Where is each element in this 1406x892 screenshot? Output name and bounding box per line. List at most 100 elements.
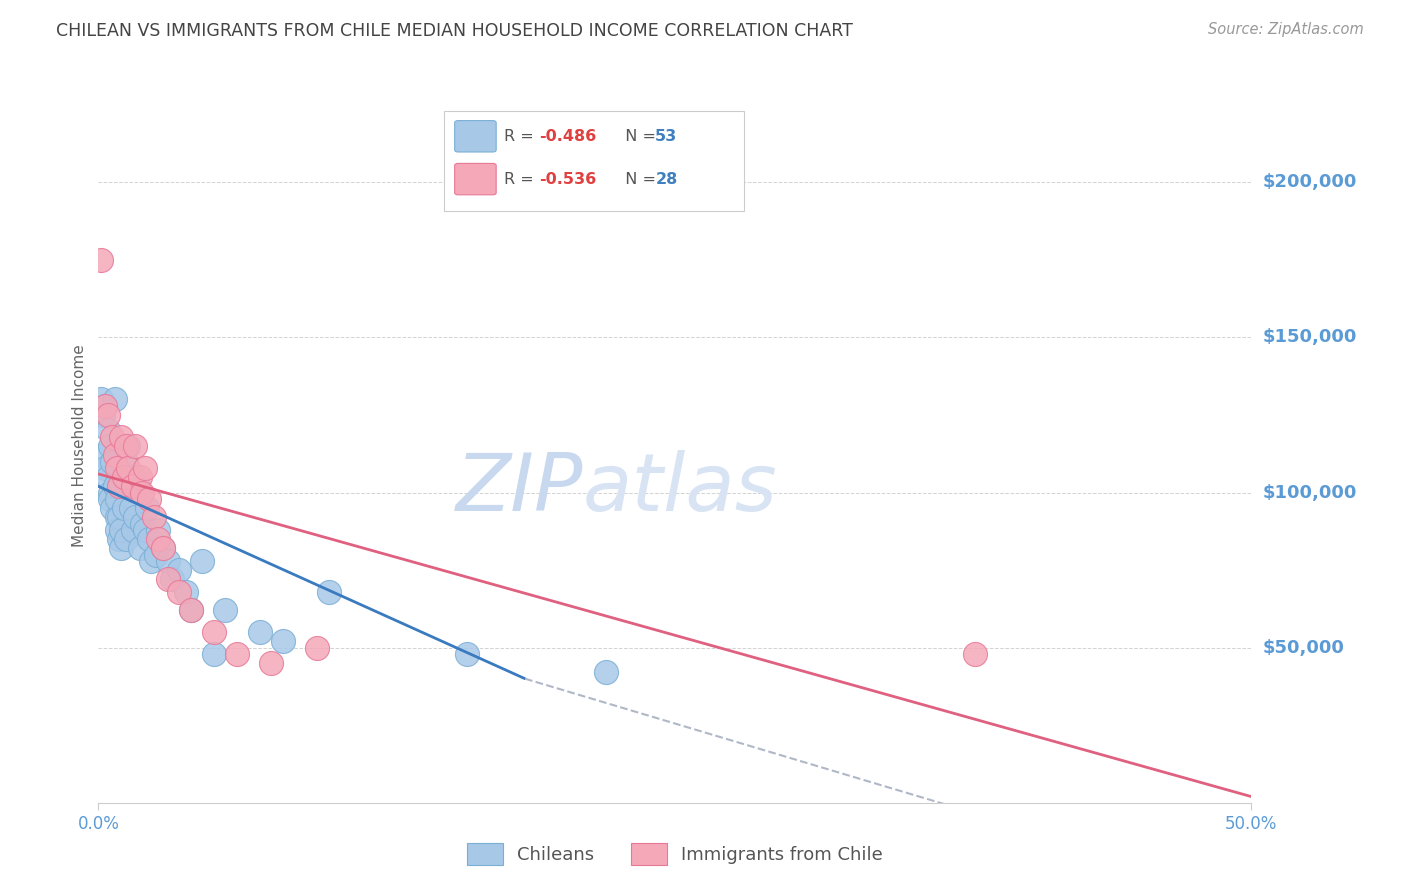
Point: [160, 573, 183, 587]
Text: Source: ZipAtlas.com: Source: ZipAtlas.com: [1208, 22, 1364, 37]
Point: [120, 501, 142, 516]
Point: [110, 479, 132, 493]
Point: [112, 501, 135, 516]
Point: [112, 470, 135, 484]
Point: [108, 532, 131, 546]
Point: [135, 501, 157, 516]
Text: CHILEAN VS IMMIGRANTS FROM CHILE MEDIAN HOUSEHOLD INCOME CORRELATION CHART: CHILEAN VS IMMIGRANTS FROM CHILE MEDIAN …: [56, 22, 853, 40]
Point: [110, 541, 132, 556]
Point: [124, 439, 146, 453]
Point: [110, 523, 132, 537]
Text: $150,000: $150,000: [1263, 328, 1357, 346]
Point: [131, 485, 153, 500]
Point: [91, 448, 114, 462]
Point: [122, 523, 145, 537]
Text: R =: R =: [505, 128, 538, 144]
Text: 53: 53: [655, 128, 678, 144]
Point: [103, 479, 125, 493]
Point: [167, 563, 190, 577]
Point: [115, 532, 138, 546]
Point: [110, 430, 132, 444]
Point: [122, 479, 145, 493]
Text: $100,000: $100,000: [1263, 483, 1357, 501]
Point: [202, 625, 225, 640]
Point: [101, 501, 124, 516]
Point: [124, 510, 146, 524]
Point: [98, 491, 121, 506]
Point: [108, 510, 131, 524]
Legend: Chileans, Immigrants from Chile: Chileans, Immigrants from Chile: [460, 836, 890, 872]
Point: [156, 554, 179, 568]
Point: [117, 439, 139, 453]
Point: [117, 460, 139, 475]
Point: [152, 541, 174, 556]
Text: ZIP: ZIP: [456, 450, 582, 528]
Text: R =: R =: [505, 171, 538, 186]
Point: [142, 510, 165, 524]
Point: [134, 460, 156, 475]
Point: [271, 634, 294, 648]
Point: [141, 554, 163, 568]
Point: [127, 479, 149, 493]
Text: $50,000: $50,000: [1263, 639, 1344, 657]
Point: [202, 647, 225, 661]
Point: [90, 392, 112, 407]
Point: [97, 408, 120, 422]
Point: [98, 439, 121, 453]
Y-axis label: Median Household Income: Median Household Income: [72, 344, 87, 548]
Point: [97, 470, 120, 484]
Point: [167, 584, 190, 599]
Point: [307, 640, 329, 655]
Point: [101, 430, 124, 444]
Point: [103, 448, 125, 462]
Point: [105, 491, 128, 506]
Point: [90, 252, 112, 267]
FancyBboxPatch shape: [454, 163, 496, 194]
Point: [108, 479, 131, 493]
Point: [97, 424, 120, 438]
Point: [94, 460, 117, 475]
Point: [456, 647, 478, 661]
Point: [180, 603, 202, 617]
Point: [105, 523, 128, 537]
Text: -0.536: -0.536: [538, 171, 596, 186]
Text: $200,000: $200,000: [1263, 173, 1357, 191]
Point: [148, 532, 170, 546]
Point: [152, 541, 174, 556]
Point: [214, 603, 236, 617]
Text: 28: 28: [655, 171, 678, 186]
Point: [180, 603, 202, 617]
Point: [225, 647, 247, 661]
Point: [260, 656, 283, 670]
Point: [156, 573, 179, 587]
Point: [318, 584, 340, 599]
FancyBboxPatch shape: [454, 120, 496, 152]
Point: [91, 408, 114, 422]
Point: [138, 532, 160, 546]
Point: [129, 541, 152, 556]
Point: [145, 548, 167, 562]
Point: [963, 647, 986, 661]
Point: [101, 454, 124, 468]
Point: [103, 392, 125, 407]
Text: N =: N =: [614, 128, 661, 144]
Point: [115, 454, 138, 468]
Point: [105, 460, 128, 475]
Point: [98, 485, 121, 500]
Point: [148, 523, 170, 537]
Point: [191, 554, 214, 568]
Point: [115, 439, 138, 453]
Point: [138, 491, 160, 506]
Point: [94, 399, 117, 413]
Point: [94, 399, 117, 413]
Point: [129, 470, 152, 484]
Point: [122, 470, 145, 484]
Text: atlas: atlas: [582, 450, 778, 528]
Point: [174, 584, 197, 599]
Point: [134, 523, 156, 537]
FancyBboxPatch shape: [444, 111, 744, 211]
Point: [595, 665, 617, 680]
Point: [131, 516, 153, 531]
Point: [249, 625, 271, 640]
Point: [105, 510, 128, 524]
